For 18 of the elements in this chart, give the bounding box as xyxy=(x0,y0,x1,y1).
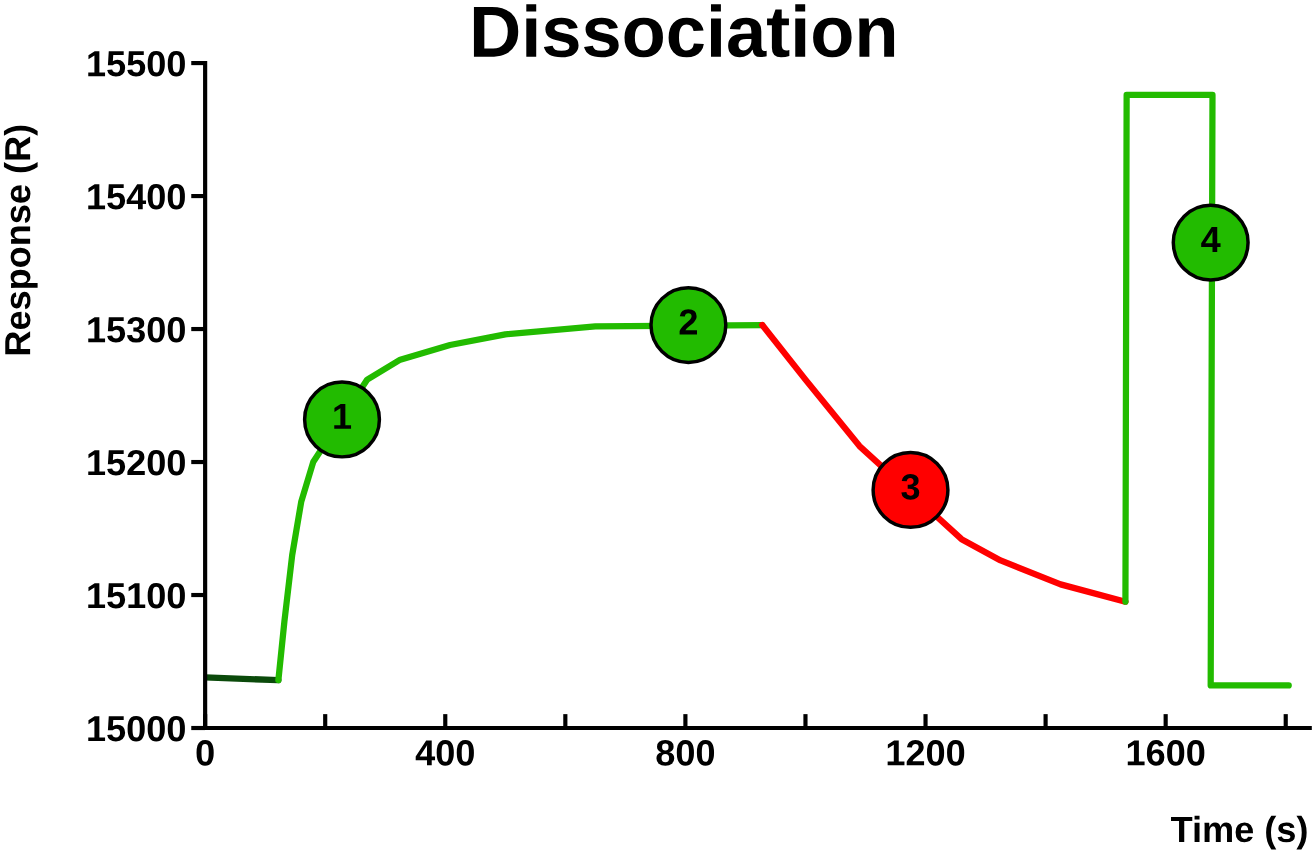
x-tick-label: 1200 xyxy=(887,740,965,766)
x-tick-label: 0 xyxy=(196,740,214,766)
annotation: 4 xyxy=(1201,227,1221,252)
x-tick-label: 400 xyxy=(415,740,474,766)
x-tick-label: 1600 xyxy=(1127,740,1205,766)
annotation: 2 xyxy=(679,309,697,335)
y-tick-label: 15300 xyxy=(88,316,185,343)
y-tick-label: 15000 xyxy=(88,715,185,742)
annotation: 1 xyxy=(334,403,352,429)
y-tick-label: 15400 xyxy=(88,183,185,210)
y-axis-title: Response (R) xyxy=(3,125,38,355)
y-tick-label: 15200 xyxy=(88,449,185,476)
y-tick-label: 15100 xyxy=(88,582,185,609)
annotation: 3 xyxy=(901,474,920,500)
x-tick-label: 800 xyxy=(656,740,715,766)
chart-title: Dissociation xyxy=(473,4,895,58)
x-axis-title: Time (s) xyxy=(1171,815,1307,850)
y-tick-label: 15500 xyxy=(88,50,185,77)
